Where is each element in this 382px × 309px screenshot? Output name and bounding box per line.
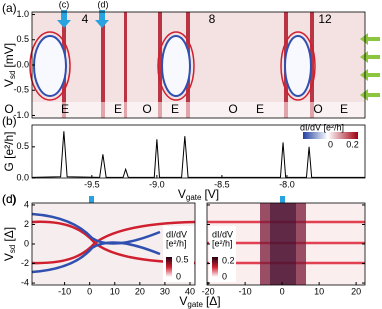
y-axis-label-main: V [2,253,16,261]
colorbar-tick-label: 0.2 [222,255,235,265]
x-axis-label: Vgate [Δ] [179,294,220,309]
colorbar-label: dI/dV [212,229,233,239]
x-tick-label: -9.0 [149,179,165,189]
x-tick-label: 20 [351,286,361,296]
x-tick-label: 40 [185,286,195,296]
parity-label: O [228,102,237,116]
y-tick-label: -1.0 [13,110,29,120]
parity-label: O [142,102,151,116]
colorbar-c [166,257,172,277]
panel-label: (b) [2,114,17,128]
colorbar-tick-label: 0.2 [346,139,359,149]
panel-label: (d) [2,192,17,206]
x-tick-label: 0 [280,286,285,296]
x-tick-label: -10 [58,286,71,296]
axes-b [31,124,366,179]
filling-label: 8 [209,12,216,26]
x-tick-label: 30 [160,286,170,296]
heatmap-d [207,203,365,285]
heatmap-a [29,12,365,118]
parity-label: O [313,102,322,116]
parity-label: E [340,102,348,116]
panel-label: (a) [2,1,17,15]
x-tick-label: -9.5 [84,179,100,189]
y-axis-label: Vsd [mV] [2,43,17,87]
colorbar-d [212,257,218,277]
x-axis-label-sub: gate [187,300,203,309]
x-axis-label-sub: gate [186,193,202,202]
y-axis-label: G [e²/h] [2,131,16,171]
x-axis-label-main: V [179,294,187,308]
y-tick-label: 0.5 [16,34,29,44]
y-tick-label: 0.0 [16,59,29,69]
line-series [31,131,365,178]
x-tick-label: -8.0 [279,179,295,189]
x-axis-label-unit: [Δ] [206,294,221,308]
colorbar-tick-label: 0 [222,271,227,281]
marker-label: (d) [98,0,109,9]
colorbar-tick-label: 0.5 [176,255,189,265]
x-tick-label: 10 [314,286,324,296]
parity-label: E [256,102,264,116]
parity-label: E [171,102,179,116]
y-tick-label: 4 [24,199,29,209]
x-tick-label: 20 [135,286,145,296]
marker-label: (c) [59,0,70,9]
colorbar-label: [e²/h] [166,238,187,248]
y-tick-label: -0.5 [13,85,29,95]
filling-label: 4 [82,12,89,26]
y-axis-label-unit: [mV] [2,43,16,68]
filling-label: 12 [318,12,332,26]
y-tick-label: 0.5 [16,141,29,151]
colorbar-tick-label: 0 [328,139,333,149]
x-axis-label-main: V [178,187,186,201]
x-tick-label: -8.5 [214,179,230,189]
x-tick-label: -20 [202,286,215,296]
x-tick-label: 0 [87,286,92,296]
parity-label: O [4,102,13,116]
parity-label: E [114,102,122,116]
colorbar-label: dI/dV [e²/h] [300,122,344,132]
panel-label: (c) [2,192,16,206]
y-axis-label: Vsd [Δ] [2,227,17,261]
colorbar-tick-label: 0 [176,271,181,281]
y-tick-label: 0.0 [16,172,29,182]
x-tick-label: -10 [239,286,252,296]
y-tick-label: 1.0 [16,9,29,19]
y-tick-label: 0 [24,238,29,248]
y-tick-label: -2 [21,258,29,268]
colorbar-label: [e²/h] [212,238,233,248]
y-axis-label-unit: [Δ] [2,227,16,242]
x-axis-label: Vgate [V] [178,187,219,202]
parity-label: E [61,102,69,116]
y-axis-label-sub: sd [8,71,17,79]
y-tick-label: 2 [24,219,29,229]
y-axis-label-main: V [2,79,16,87]
y-axis-label-sub: sd [8,245,17,253]
x-tick-label: 10 [110,286,120,296]
y-tick-label: -4 [21,277,29,287]
x-axis-label-unit: [V] [204,187,219,201]
colorbar-label: dI/dV [166,229,187,239]
colorbar-b [303,132,358,139]
